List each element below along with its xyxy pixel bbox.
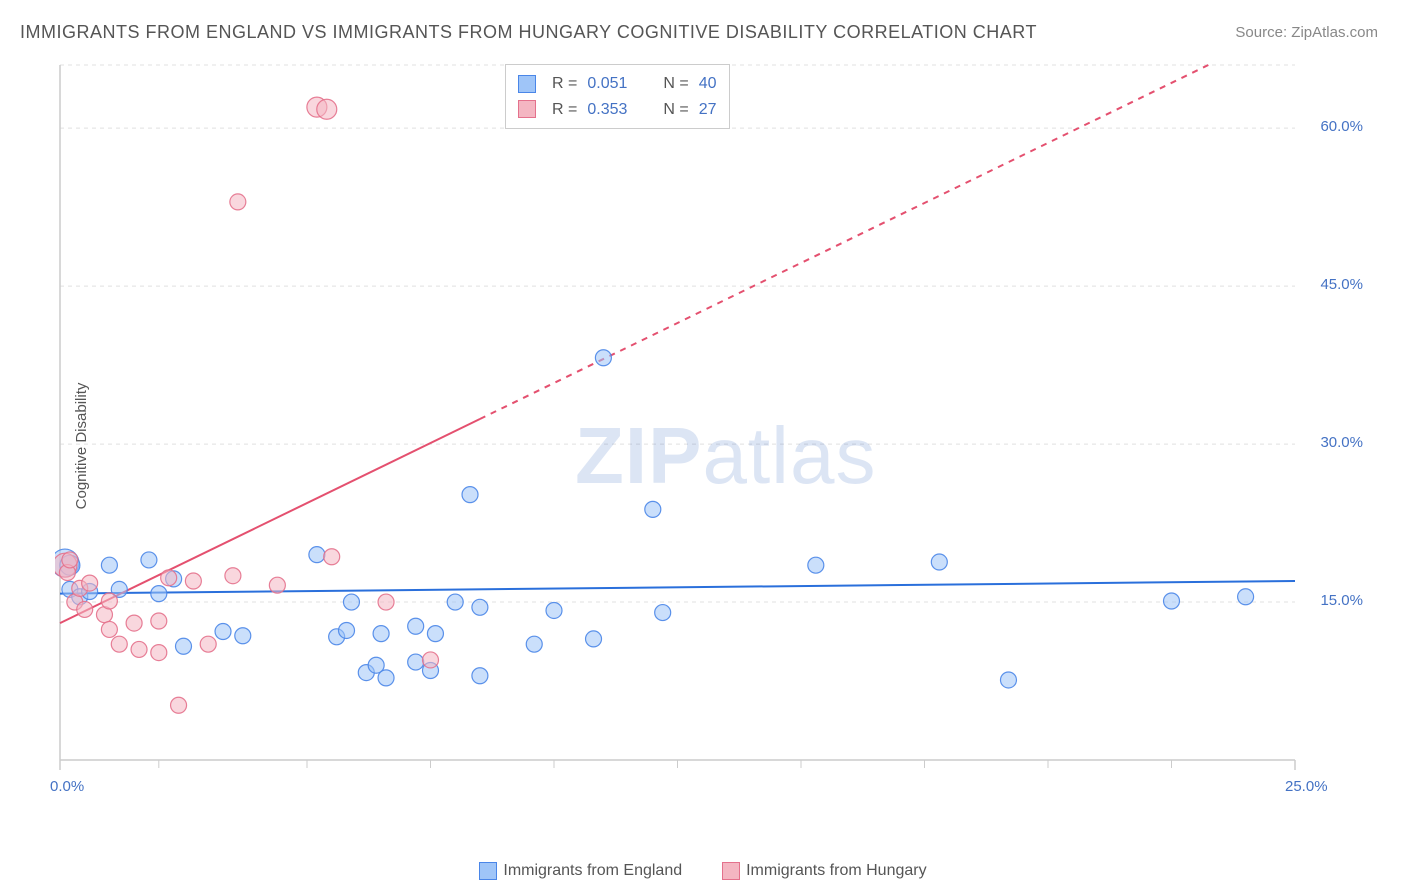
source-value: ZipAtlas.com — [1291, 24, 1378, 41]
y-tick-label: 15.0% — [1303, 592, 1363, 609]
n-label: N = — [663, 97, 688, 123]
stats-legend-box: R = 0.051 N = 40 R = 0.353 N = 27 — [505, 64, 730, 129]
legend-swatch — [518, 75, 536, 93]
r-value: 0.051 — [587, 71, 627, 97]
legend-swatch — [518, 100, 536, 118]
r-label: R = — [552, 97, 577, 123]
plot-area: ZIPatlas R =0.051N =40R =0.353N =27 15.0… — [55, 60, 1365, 800]
r-label: R = — [552, 71, 577, 97]
source-label: Source: — [1235, 24, 1287, 41]
legend-label: Immigrants from Hungary — [746, 862, 927, 879]
legend-label: Immigrants from England — [503, 862, 682, 879]
x-tick-label: 25.0% — [1285, 778, 1328, 795]
n-label: N = — [663, 71, 688, 97]
y-tick-label: 30.0% — [1303, 434, 1363, 451]
x-tick-label: 0.0% — [50, 778, 84, 795]
bottom-legend: Immigrants from England Immigrants from H… — [0, 862, 1406, 880]
scatter-svg — [55, 60, 1365, 800]
legend-item: Immigrants from Hungary — [722, 862, 927, 879]
stats-row: R = 0.353 N = 27 — [518, 97, 717, 123]
legend-item: Immigrants from England — [479, 862, 682, 879]
r-value: 0.353 — [587, 97, 627, 123]
y-tick-label: 60.0% — [1303, 118, 1363, 135]
n-value: 40 — [699, 71, 717, 97]
legend-swatch — [479, 862, 497, 880]
chart-container: IMMIGRANTS FROM ENGLAND VS IMMIGRANTS FR… — [0, 0, 1406, 892]
y-tick-label: 45.0% — [1303, 276, 1363, 293]
stats-row: R = 0.051 N = 40 — [518, 71, 717, 97]
chart-title: IMMIGRANTS FROM ENGLAND VS IMMIGRANTS FR… — [20, 22, 1037, 43]
source-attribution: Source: ZipAtlas.com — [1235, 24, 1378, 41]
n-value: 27 — [699, 97, 717, 123]
legend-swatch — [722, 862, 740, 880]
